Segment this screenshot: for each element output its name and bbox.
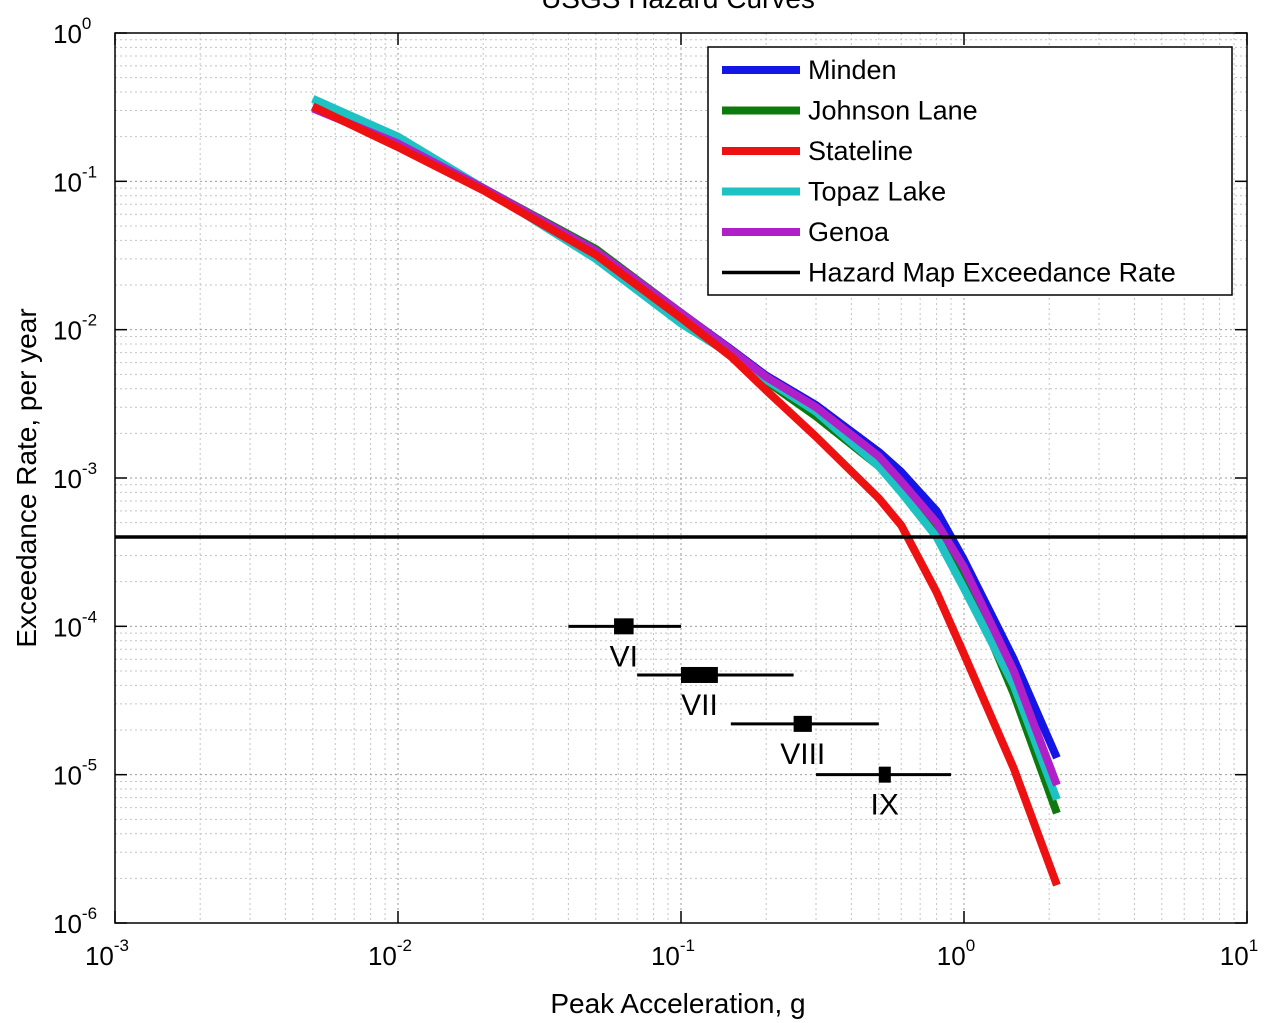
x-tick-exponent: 1 bbox=[1249, 936, 1258, 955]
legend-label: Genoa bbox=[808, 217, 890, 247]
x-tick-exponent: -3 bbox=[114, 936, 129, 955]
y-tick-label: 10-4 bbox=[53, 607, 97, 642]
legend-box bbox=[707, 46, 1233, 296]
x-tick-exponent: -2 bbox=[397, 936, 412, 955]
axis-ticks: 10-3 10-2 10-1 100 10110010-110-210-310-410-… bbox=[53, 14, 1258, 971]
series-line-stateline bbox=[311, 102, 1061, 887]
y-tick-label: 10-1 bbox=[53, 162, 97, 197]
y-tick-exponent: -6 bbox=[82, 904, 97, 923]
y-tick-label: 10-5 bbox=[53, 756, 97, 791]
x-axis-label: Peak Acceleration, g bbox=[550, 988, 805, 1019]
interval-label-VI: VI bbox=[610, 640, 638, 673]
y-tick-label: 10-6 bbox=[53, 904, 97, 939]
y-tick-exponent: 0 bbox=[82, 14, 91, 33]
interval-box-VI bbox=[614, 618, 634, 635]
intensity-intervals: VI VII VIII IX bbox=[568, 618, 952, 822]
y-axis-label: Exceedance Rate, per year bbox=[11, 308, 42, 647]
legend-label: Stateline bbox=[808, 136, 913, 166]
y-tick-label: 100 bbox=[53, 14, 91, 49]
legend: Minden Johnson Lane Stateline Topaz Lake Gen… bbox=[707, 46, 1233, 296]
y-tick-exponent: -5 bbox=[82, 756, 97, 775]
interval-box-IX bbox=[878, 766, 891, 783]
chart-title: USGS Hazard Curves bbox=[541, 0, 815, 14]
interval-label-IX: IX bbox=[870, 789, 898, 822]
x-tick-label: 101 bbox=[1220, 936, 1258, 971]
x-tick-exponent: -1 bbox=[680, 936, 695, 955]
y-tick-exponent: -1 bbox=[82, 162, 97, 181]
y-tick-label: 10-3 bbox=[53, 459, 97, 494]
y-tick-exponent: -3 bbox=[82, 459, 97, 478]
interval-box-VII bbox=[681, 666, 718, 683]
y-tick-exponent: -2 bbox=[82, 311, 97, 330]
x-tick-label: 10-3 bbox=[85, 936, 129, 971]
interval-label-VII: VII bbox=[681, 689, 718, 722]
legend-label: Minden bbox=[808, 55, 897, 85]
interval-box-VIII bbox=[793, 715, 812, 732]
interval-label-VIII: VIII bbox=[780, 738, 825, 771]
series-layer bbox=[115, 95, 1247, 887]
grid-layer bbox=[115, 33, 1247, 923]
y-tick-label: 10-2 bbox=[53, 311, 97, 346]
legend-label: Hazard Map Exceedance Rate bbox=[808, 258, 1176, 288]
y-tick-exponent: -4 bbox=[82, 607, 97, 626]
legend-label: Topaz Lake bbox=[808, 177, 946, 207]
x-tick-label: 100 bbox=[937, 936, 975, 971]
x-tick-label: 10-2 bbox=[368, 936, 412, 971]
x-tick-label: 10-1 bbox=[651, 936, 695, 971]
x-tick-exponent: 0 bbox=[966, 936, 975, 955]
legend-label: Johnson Lane bbox=[808, 96, 978, 126]
